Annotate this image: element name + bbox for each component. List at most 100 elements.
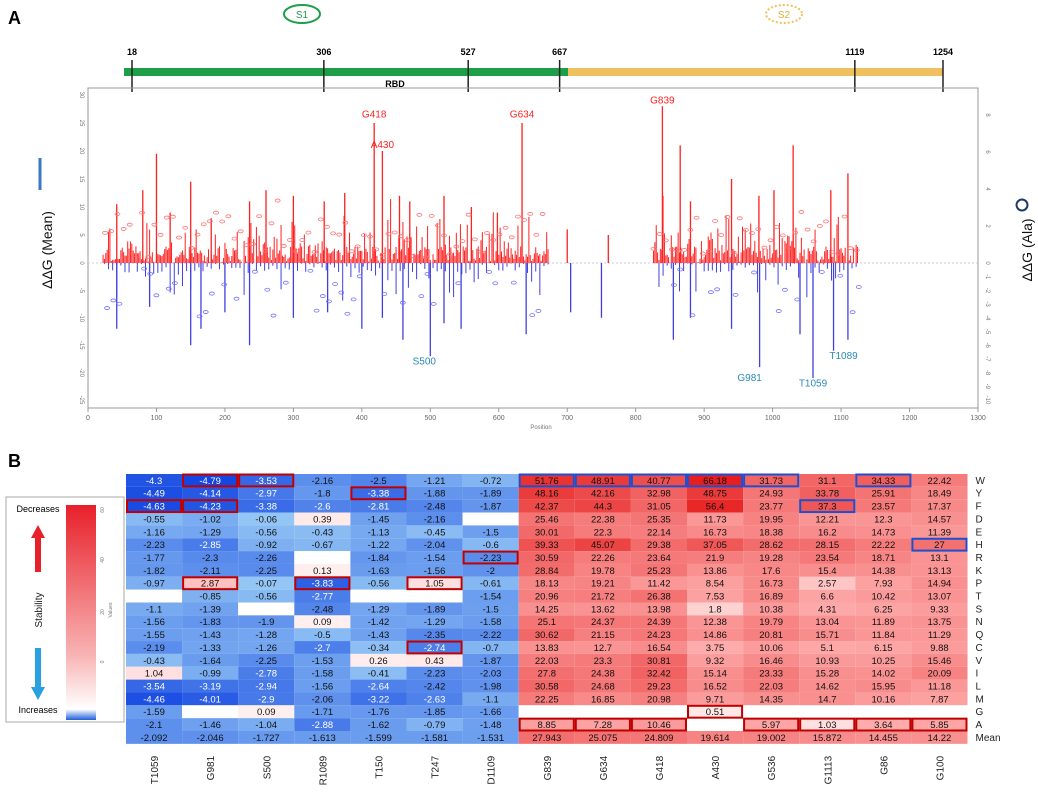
heatmap-cell <box>855 666 912 680</box>
ala-point <box>798 210 805 214</box>
heatmap-row-label: R <box>976 553 983 564</box>
heatmap-cell <box>182 486 239 500</box>
ala-point <box>496 232 503 237</box>
y2-tick-label: 2 <box>984 224 990 228</box>
domain-tick-label: 306 <box>316 47 331 57</box>
heatmap-cell <box>630 731 687 744</box>
heatmap-value: -1.56 <box>424 566 446 577</box>
heatmap-cell <box>799 628 856 642</box>
heatmap-row-label: L <box>976 681 982 692</box>
y-tick-label: 20 <box>78 148 84 155</box>
heatmap-cell <box>630 486 687 500</box>
heatmap-row-label: Mean <box>976 733 1001 744</box>
heatmap-value: 7.87 <box>930 694 949 705</box>
heatmap-cell <box>574 474 631 487</box>
heatmap-value: 29.23 <box>647 681 671 692</box>
heatmap-value: 12.38 <box>703 617 727 628</box>
heatmap-value: -1.42 <box>368 617 390 628</box>
heatmap-value: -1.43 <box>368 630 390 641</box>
heatmap-cell <box>518 499 575 513</box>
heatmap-value: -3.54 <box>143 681 165 692</box>
heatmap-value: 24.809 <box>644 733 673 744</box>
heatmap-value: 48.75 <box>703 489 727 500</box>
heatmap-value: 10.25 <box>871 656 895 667</box>
ala-point <box>237 229 244 234</box>
heatmap-value: -4.79 <box>199 476 221 487</box>
x-tick-label: 900 <box>698 415 710 422</box>
heatmap-value: -2 <box>486 566 494 577</box>
heatmap-value: -3.22 <box>368 694 390 705</box>
heatmap-col-label: G418 <box>655 755 666 780</box>
heatmap-cell <box>911 474 968 487</box>
heatmap-row-label: M <box>976 694 984 705</box>
heatmap-cell <box>238 692 295 706</box>
heatmap-cell <box>294 563 351 577</box>
heatmap-cell <box>799 679 856 693</box>
heatmap-value: 11.73 <box>704 514 727 525</box>
heatmap-value: 21.9 <box>706 553 725 564</box>
highlight-box-red <box>687 704 744 719</box>
legend-gradient <box>66 505 96 720</box>
heatmap-cell <box>518 576 575 590</box>
highlight-box-blue <box>630 473 688 488</box>
heatmap-value: -2.48 <box>312 604 334 615</box>
heatmap-value: -2.9 <box>258 694 274 705</box>
heatmap-value: 0.43 <box>425 656 444 667</box>
heatmap-cell <box>350 705 407 719</box>
heatmap-value: 11.18 <box>928 681 951 692</box>
heatmap-value: 14.22 <box>928 733 952 744</box>
heatmap-cell <box>911 653 968 667</box>
heatmap-value: -1.87 <box>480 502 502 513</box>
heatmap-value: -4.46 <box>143 694 165 705</box>
heatmap-cell <box>687 692 744 706</box>
heatmap-cell <box>574 486 631 500</box>
heatmap-col-label: R1089 <box>318 755 329 785</box>
heatmap-cell <box>182 718 239 731</box>
heatmap-cell <box>687 576 744 590</box>
heatmap-value: -1.62 <box>368 720 390 731</box>
y2-tick-label: 0 <box>984 261 990 265</box>
ala-point <box>515 214 521 219</box>
heatmap-value: 13.75 <box>928 617 952 628</box>
heatmap-cell <box>574 666 631 680</box>
ala-point <box>465 212 472 217</box>
heatmap-cell <box>406 653 463 667</box>
highlight-box-red <box>630 717 688 732</box>
heatmap-value: -1.21 <box>424 476 446 487</box>
heatmap-cell <box>911 628 968 642</box>
heatmap-cell <box>911 679 968 693</box>
ala-point-neg <box>781 287 788 292</box>
heatmap-cell <box>294 692 351 706</box>
heatmap-value: -1.581 <box>421 733 448 744</box>
heatmap-cell <box>574 641 631 654</box>
ala-point <box>743 228 749 232</box>
heatmap-cell <box>574 499 631 513</box>
ala-point-neg <box>110 298 117 303</box>
heatmap-value: 0.09 <box>257 707 276 718</box>
heatmap-value: 28.62 <box>759 540 783 551</box>
heatmap-value: 0.13 <box>313 566 332 577</box>
heatmap-value: -1.39 <box>199 604 221 615</box>
heatmap-value: -1.48 <box>480 720 502 731</box>
heatmap-value: 31.05 <box>647 502 671 513</box>
heatmap-cell <box>799 474 856 487</box>
heatmap-cell <box>630 705 687 719</box>
heatmap-value: 25.35 <box>647 514 671 525</box>
heatmap-cell <box>462 486 519 500</box>
heatmap-value: -1.1 <box>482 694 498 705</box>
heatmap-value: 48.91 <box>591 476 615 487</box>
ala-point-neg <box>714 287 721 292</box>
heatmap-value: 22.38 <box>591 514 615 525</box>
heatmap-value: -1.56 <box>143 617 165 628</box>
legend-tick-label: 20 <box>100 609 106 615</box>
heatmap-cell <box>406 576 463 590</box>
heatmap-value: -1.8 <box>314 489 330 500</box>
heatmap-value: -2.092 <box>141 733 168 744</box>
heatmap-value: -2.94 <box>255 681 277 692</box>
ala-point <box>268 221 275 226</box>
heatmap-value: -2.22 <box>480 630 502 641</box>
heatmap-cell <box>911 718 968 731</box>
y2-tick-label: -3 <box>984 301 990 307</box>
heatmap-col-label: G981 <box>206 755 217 780</box>
ala-point <box>484 231 491 235</box>
